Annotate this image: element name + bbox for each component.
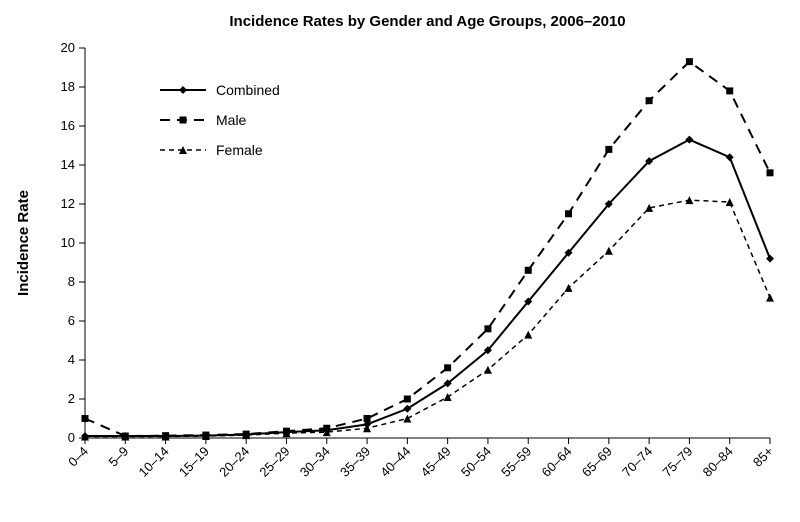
y-tick-label: 0: [68, 430, 75, 445]
marker-diamond: [726, 153, 734, 161]
y-tick-label: 4: [68, 352, 75, 367]
marker-square: [364, 415, 371, 422]
x-tick-label: 70–74: [619, 444, 655, 480]
marker-square: [686, 58, 693, 65]
marker-square: [484, 325, 491, 332]
marker-square: [767, 169, 774, 176]
x-tick-label: 0–4: [65, 444, 91, 470]
marker-square: [646, 97, 653, 104]
x-tick-label: 5–9: [105, 444, 131, 470]
marker-triangle: [484, 366, 492, 374]
y-tick-label: 20: [61, 40, 75, 55]
x-tick-label: 20–24: [216, 444, 252, 480]
legend-label: Combined: [216, 82, 280, 98]
marker-diamond: [685, 136, 693, 144]
marker-triangle: [726, 198, 734, 206]
y-tick-label: 18: [61, 79, 75, 94]
x-tick-label: 60–64: [538, 444, 574, 480]
x-tick-label: 40–44: [377, 444, 413, 480]
x-tick-label: 75–79: [659, 444, 695, 480]
y-axis-label: Incidence Rate: [15, 190, 32, 296]
marker-square: [404, 396, 411, 403]
y-tick-label: 10: [61, 235, 75, 250]
chart-title: Incidence Rates by Gender and Age Groups…: [229, 13, 625, 30]
marker-square: [565, 210, 572, 217]
y-tick-label: 12: [61, 196, 75, 211]
y-tick-label: 16: [61, 118, 75, 133]
x-tick-label: 30–34: [297, 444, 333, 480]
marker-square: [525, 267, 532, 274]
y-tick-label: 6: [68, 313, 75, 328]
marker-triangle: [403, 415, 411, 423]
series-combined: [85, 140, 770, 436]
marker-square: [82, 415, 89, 422]
y-tick-label: 2: [68, 391, 75, 406]
series-female: [85, 200, 770, 436]
chart-container: Incidence Rates by Gender and Age Groups…: [0, 0, 800, 522]
x-tick-label: 85+: [750, 444, 776, 470]
x-tick-label: 10–14: [136, 444, 172, 480]
marker-square: [444, 364, 451, 371]
marker-square: [180, 117, 187, 124]
x-tick-label: 25–29: [256, 444, 292, 480]
marker-diamond: [179, 86, 187, 94]
marker-triangle: [605, 247, 613, 255]
x-tick-label: 45–49: [418, 444, 454, 480]
legend-label: Male: [216, 112, 247, 128]
marker-square: [605, 146, 612, 153]
y-tick-label: 8: [68, 274, 75, 289]
x-tick-label: 80–84: [700, 444, 736, 480]
x-tick-label: 65–69: [579, 444, 615, 480]
marker-triangle: [524, 331, 532, 339]
x-tick-label: 55–59: [498, 444, 534, 480]
x-tick-label: 35–39: [337, 444, 373, 480]
series-male: [85, 62, 770, 436]
marker-diamond: [766, 255, 774, 263]
marker-square: [726, 87, 733, 94]
y-tick-label: 14: [61, 157, 75, 172]
marker-triangle: [565, 284, 573, 292]
marker-triangle: [766, 294, 774, 302]
x-tick-label: 50–54: [458, 444, 494, 480]
legend-label: Female: [216, 142, 263, 158]
incidence-chart: Incidence Rates by Gender and Age Groups…: [0, 0, 800, 522]
x-tick-label: 15–19: [176, 444, 212, 480]
